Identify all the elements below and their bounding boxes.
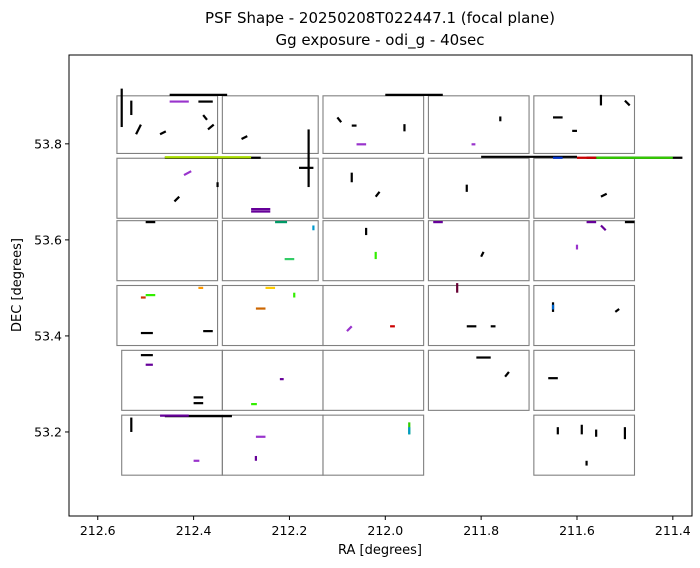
ota-frame-10 xyxy=(116,220,219,282)
x-tick-label: 211.8 xyxy=(463,523,499,538)
psf-stick-6 xyxy=(135,124,142,135)
ota-frame-1 xyxy=(221,95,319,154)
psf-stick-9 xyxy=(202,114,208,121)
ota-frame-4 xyxy=(533,95,636,154)
ota-frame-7 xyxy=(322,157,425,219)
x-tick-label: 212.2 xyxy=(272,523,308,538)
ota-frame-18 xyxy=(427,284,530,347)
y-tick-label: 53.4 xyxy=(34,328,62,343)
ota-frame-14 xyxy=(533,220,636,282)
psf-stick-10 xyxy=(241,135,248,141)
psf-stick-75 xyxy=(504,371,510,378)
psf-stick-8 xyxy=(207,123,215,131)
x-tick-label: 211.6 xyxy=(559,523,595,538)
psf-stick-11 xyxy=(336,116,343,123)
y-tick-label: 53.6 xyxy=(34,232,62,247)
chart-title-line-1: PSF Shape - 20250208T022447.1 (focal pla… xyxy=(205,9,555,27)
ota-frame-8 xyxy=(427,157,530,219)
ota-frame-3 xyxy=(427,95,530,154)
ota-frame-22 xyxy=(322,349,425,411)
psf-stick-36 xyxy=(374,191,381,198)
ota-frame-12 xyxy=(322,220,425,282)
x-axis-label: RA [degrees] xyxy=(338,543,422,558)
ota-frame-11 xyxy=(221,220,319,282)
ota-frame-group xyxy=(116,95,636,476)
psf-stick-49 xyxy=(480,251,485,258)
x-tick-label: 211.4 xyxy=(655,523,691,538)
psf-stick-66 xyxy=(614,308,620,313)
ota-frame-13 xyxy=(427,220,530,282)
psf-stick-34 xyxy=(173,195,181,203)
chart-title-line-2: Gg exposure - odi_g - 40sec xyxy=(275,31,484,50)
psf-stick-32 xyxy=(183,170,192,177)
y-axis-label: DEC [degrees] xyxy=(10,238,25,332)
x-axis-ticks: 212.6 212.4 212.2 212.0 211.8 211.6 211.4 xyxy=(80,516,691,538)
y-axis-ticks: 53.2 53.4 53.6 53.8 xyxy=(34,136,69,439)
x-tick-label: 212.0 xyxy=(367,523,403,538)
ota-frame-27 xyxy=(322,414,425,476)
ota-frame-24 xyxy=(533,349,636,411)
psf-stick-7 xyxy=(159,130,167,136)
x-tick-label: 212.4 xyxy=(176,523,212,538)
ota-frame-15 xyxy=(116,284,219,347)
y-tick-label: 53.2 xyxy=(34,424,62,439)
psf-stick-44 xyxy=(600,224,607,232)
ota-frame-6 xyxy=(221,157,319,219)
ota-frame-23 xyxy=(427,349,530,411)
ota-frame-19 xyxy=(533,284,636,347)
psf-stick-38 xyxy=(600,192,608,198)
psf-stick-group xyxy=(120,88,683,466)
ota-frame-28 xyxy=(533,414,636,476)
x-tick-label: 212.6 xyxy=(80,523,116,538)
plot-area-frame xyxy=(68,54,693,517)
psf-stick-20 xyxy=(624,99,631,107)
psf-stick-59 xyxy=(346,325,353,332)
y-tick-label: 53.8 xyxy=(34,136,62,151)
ota-frame-2 xyxy=(322,95,425,154)
ota-frame-17 xyxy=(322,284,425,347)
ota-frame-0 xyxy=(116,95,219,154)
